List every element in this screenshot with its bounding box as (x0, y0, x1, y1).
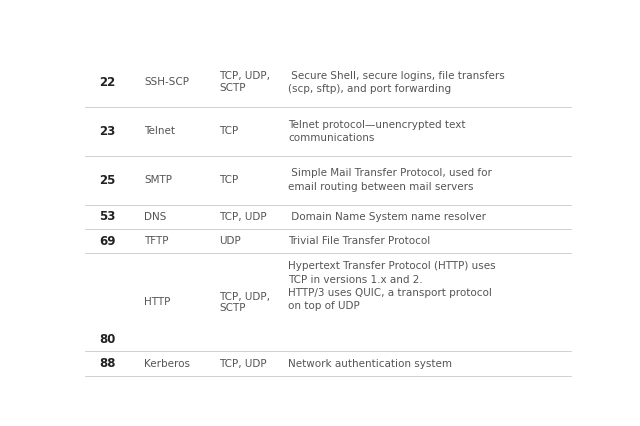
Text: SSH-SCP: SSH-SCP (145, 77, 189, 87)
Text: TCP, UDP,
SCTP: TCP, UDP, SCTP (219, 72, 270, 93)
Text: 88: 88 (99, 357, 116, 370)
Text: SMTP: SMTP (145, 175, 173, 185)
Text: DNS: DNS (145, 212, 167, 222)
Text: Telnet protocol—unencrypted text
communications: Telnet protocol—unencrypted text communi… (288, 120, 466, 143)
Text: TCP, UDP: TCP, UDP (219, 359, 266, 368)
Text: 53: 53 (99, 210, 115, 223)
Text: TCP, UDP,
SCTP: TCP, UDP, SCTP (219, 292, 270, 313)
Text: Hypertext Transfer Protocol (HTTP) uses
TCP in versions 1.x and 2.
HTTP/3 uses Q: Hypertext Transfer Protocol (HTTP) uses … (288, 261, 496, 311)
Text: Network authentication system: Network authentication system (288, 359, 452, 368)
Text: Kerberos: Kerberos (145, 359, 191, 368)
Text: 25: 25 (99, 173, 115, 187)
Text: TCP: TCP (219, 126, 238, 136)
Text: Simple Mail Transfer Protocol, used for
email routing between mail servers: Simple Mail Transfer Protocol, used for … (288, 168, 492, 192)
Text: TFTP: TFTP (145, 236, 169, 246)
Text: Trivial File Transfer Protocol: Trivial File Transfer Protocol (288, 236, 431, 246)
Text: UDP: UDP (219, 236, 241, 246)
Text: Telnet: Telnet (145, 126, 175, 136)
Text: TCP, UDP: TCP, UDP (219, 212, 266, 222)
Text: Domain Name System name resolver: Domain Name System name resolver (288, 212, 486, 222)
Text: TCP: TCP (219, 175, 238, 185)
Text: 22: 22 (99, 76, 115, 89)
Text: Secure Shell, secure logins, file transfers
(scp, sftp), and port forwarding: Secure Shell, secure logins, file transf… (288, 71, 505, 94)
Text: 69: 69 (99, 235, 116, 248)
Text: 23: 23 (99, 125, 115, 138)
Text: 80: 80 (99, 333, 115, 346)
Text: HTTP: HTTP (145, 297, 171, 308)
